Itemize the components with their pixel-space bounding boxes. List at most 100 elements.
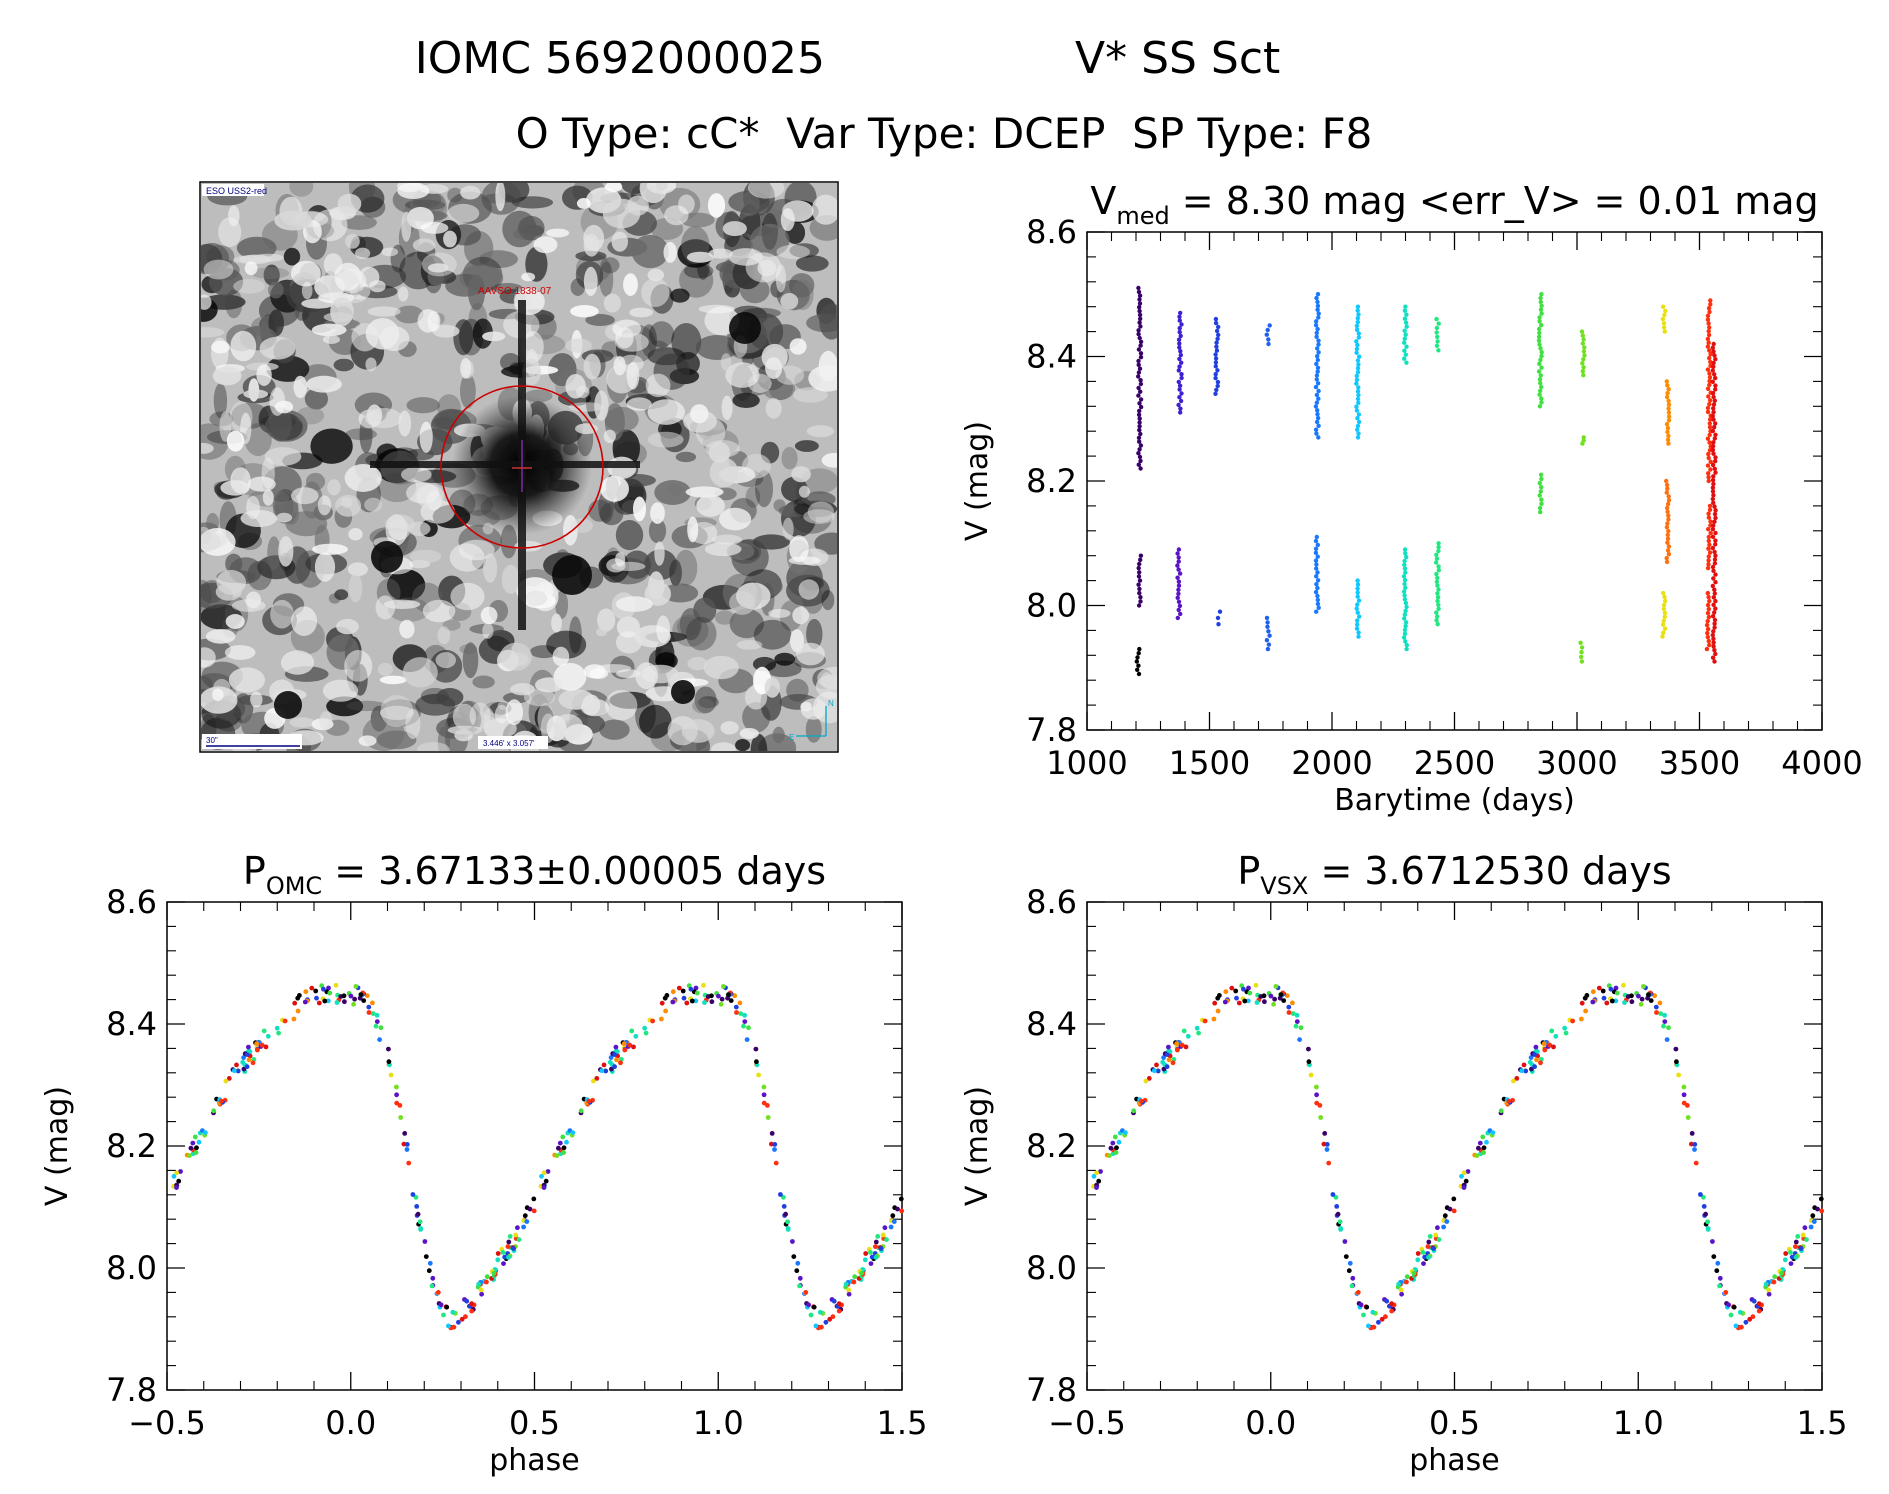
data-point: [531, 1208, 537, 1214]
phase-points: [1091, 982, 1825, 1331]
data-point: [1355, 304, 1361, 309]
data-point: [1708, 519, 1713, 524]
data-point: [1711, 602, 1716, 607]
chart-title: POMC = 3.67133±0.00005 days: [243, 849, 826, 900]
data-point: [868, 1250, 873, 1255]
data-point: [1264, 332, 1270, 337]
data-point: [1315, 570, 1320, 575]
data-point: [1707, 432, 1712, 438]
data-point: [1710, 462, 1716, 468]
data-point: [1433, 560, 1439, 565]
data-point: [1136, 358, 1141, 364]
data-point: [1436, 606, 1441, 611]
data-point: [1436, 348, 1441, 353]
data-point: [1315, 597, 1321, 603]
data-point: [1138, 355, 1144, 360]
data-point: [601, 1062, 607, 1068]
data-point: [1733, 1323, 1739, 1329]
data-point: [500, 1250, 506, 1255]
data-point: [1463, 1178, 1469, 1184]
data-point: [1356, 431, 1361, 436]
data-point: [1356, 634, 1361, 639]
data-point: [539, 1173, 544, 1179]
data-point: [1175, 563, 1180, 568]
data-point: [1435, 1225, 1440, 1231]
data-point: [1537, 315, 1542, 320]
data-point: [1290, 1000, 1295, 1006]
data-point: [1435, 339, 1440, 344]
data-point: [1143, 1078, 1149, 1084]
data-point: [1356, 412, 1362, 417]
data-point: [406, 1160, 412, 1166]
data-point: [1136, 451, 1141, 456]
data-point: [1710, 545, 1716, 551]
data-point: [1815, 1206, 1820, 1212]
data-point: [1666, 387, 1671, 392]
data-point: [1579, 659, 1585, 664]
data-point: [1750, 1314, 1756, 1320]
data-point: [830, 1314, 836, 1320]
data-point: [570, 1130, 576, 1135]
data-point: [326, 985, 331, 991]
data-point: [321, 986, 326, 992]
data-point: [1711, 644, 1716, 649]
data-point: [1793, 1244, 1798, 1249]
data-point: [1214, 387, 1219, 393]
data-point: [1136, 603, 1142, 608]
data-point: [1581, 438, 1586, 443]
data-point: [1194, 1025, 1200, 1031]
data-point: [1707, 440, 1712, 445]
data-point: [1613, 998, 1619, 1004]
data-point: [1795, 1234, 1801, 1239]
data-point: [873, 1255, 879, 1260]
data-point: [1608, 986, 1614, 992]
data-point: [1294, 1019, 1300, 1024]
data-point: [1539, 353, 1544, 359]
data-point: [1705, 409, 1711, 415]
data-point: [1538, 388, 1543, 393]
data-point: [444, 1304, 450, 1310]
data-point: [1661, 1023, 1666, 1029]
data-point: [374, 1019, 380, 1024]
data-point: [1178, 352, 1184, 358]
data-point: [1435, 575, 1440, 581]
data-point: [627, 1042, 633, 1048]
data-point: [1713, 553, 1718, 558]
data-point: [1266, 629, 1271, 634]
y-tick-label: 8.4: [1026, 338, 1077, 376]
data-point: [1713, 459, 1718, 464]
data-point: [1712, 621, 1717, 626]
data-point: [521, 1224, 526, 1230]
data-point: [1435, 622, 1440, 627]
data-point: [1711, 568, 1716, 573]
data-point: [1710, 1239, 1715, 1244]
data-point: [1661, 590, 1666, 596]
data-point: [1705, 565, 1711, 571]
data-point: [1766, 1291, 1772, 1297]
y-axis-label: V (mag): [40, 1086, 75, 1206]
data-point: [1537, 404, 1543, 409]
data-point: [1355, 622, 1360, 627]
data-point: [1138, 553, 1144, 558]
data-point: [1354, 381, 1359, 386]
data-point: [1404, 1279, 1409, 1285]
data-point: [334, 1000, 340, 1005]
data-point: [291, 1016, 297, 1022]
data-point: [1711, 523, 1716, 528]
data-point: [1136, 462, 1142, 467]
data-point: [348, 993, 354, 999]
data-point: [790, 1239, 795, 1244]
data-point: [1706, 332, 1712, 338]
data-point: [1355, 602, 1360, 607]
data-point: [1666, 513, 1671, 518]
data-point: [1123, 1130, 1128, 1135]
data-point: [1579, 1000, 1585, 1006]
data-point: [791, 1254, 797, 1259]
y-tick-label: 8.6: [106, 883, 157, 921]
data-point: [1178, 310, 1183, 316]
data-point: [1436, 548, 1441, 554]
data-point: [1664, 559, 1670, 565]
data-point: [670, 999, 676, 1005]
data-point: [1601, 995, 1607, 1001]
data-point: [778, 1192, 783, 1197]
